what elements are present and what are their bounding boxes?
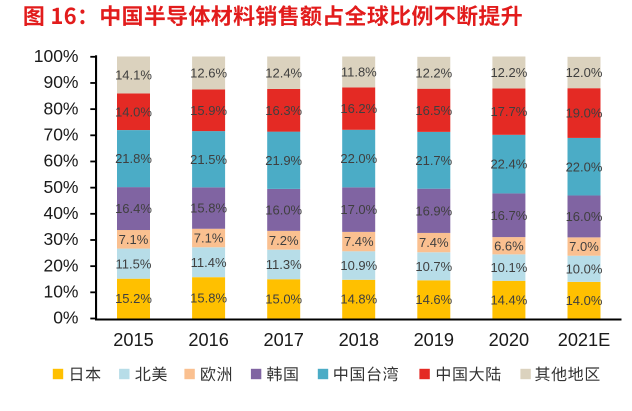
svg-text:10.9%: 10.9% (340, 258, 377, 273)
svg-text:7.4%: 7.4% (344, 234, 374, 249)
svg-text:2015: 2015 (113, 330, 153, 350)
svg-text:0%: 0% (53, 308, 78, 328)
svg-text:15.8%: 15.8% (190, 290, 227, 305)
svg-text:2020: 2020 (489, 330, 529, 350)
svg-text:14.8%: 14.8% (340, 292, 377, 307)
svg-text:12.2%: 12.2% (415, 65, 452, 80)
svg-text:11.8%: 11.8% (341, 65, 377, 80)
svg-text:11.4%: 11.4% (191, 255, 227, 270)
svg-text:7.1%: 7.1% (194, 231, 224, 246)
svg-text:14.1%: 14.1% (115, 68, 152, 83)
svg-text:6.6%: 6.6% (494, 238, 524, 253)
svg-text:20%: 20% (43, 255, 78, 275)
svg-text:16.3%: 16.3% (265, 103, 302, 118)
svg-text:17.0%: 17.0% (340, 202, 377, 217)
svg-text:60%: 60% (43, 151, 78, 171)
svg-text:16.5%: 16.5% (415, 103, 452, 118)
svg-text:90%: 90% (43, 72, 78, 92)
svg-text:14.6%: 14.6% (415, 292, 452, 307)
svg-text:16.7%: 16.7% (490, 208, 527, 223)
svg-text:50%: 50% (43, 177, 78, 197)
svg-text:10.0%: 10.0% (566, 261, 603, 276)
svg-text:12.0%: 12.0% (566, 65, 603, 80)
svg-text:15.9%: 15.9% (190, 103, 227, 118)
svg-text:2021E: 2021E (558, 330, 611, 350)
svg-text:21.5%: 21.5% (190, 152, 227, 167)
svg-text:10.7%: 10.7% (415, 259, 452, 274)
svg-text:12.4%: 12.4% (265, 65, 302, 80)
svg-text:12.6%: 12.6% (190, 66, 227, 81)
svg-text:2019: 2019 (414, 330, 454, 350)
svg-text:14.0%: 14.0% (115, 104, 152, 119)
svg-text:14.4%: 14.4% (490, 292, 527, 307)
svg-text:16.4%: 16.4% (115, 201, 152, 216)
svg-text:11.5%: 11.5% (116, 256, 152, 271)
svg-text:17.7%: 17.7% (490, 104, 527, 119)
svg-text:40%: 40% (43, 203, 78, 223)
svg-text:16.2%: 16.2% (340, 101, 377, 116)
svg-text:15.8%: 15.8% (190, 201, 227, 216)
svg-text:2018: 2018 (339, 330, 379, 350)
svg-text:14.0%: 14.0% (566, 293, 603, 308)
svg-text:7.1%: 7.1% (119, 232, 149, 247)
svg-text:11.3%: 11.3% (266, 257, 302, 272)
svg-text:15.2%: 15.2% (115, 291, 152, 306)
svg-text:16.9%: 16.9% (415, 203, 452, 218)
svg-text:12.2%: 12.2% (490, 65, 527, 80)
svg-text:7.4%: 7.4% (419, 235, 449, 250)
svg-text:19.0%: 19.0% (566, 106, 603, 121)
svg-text:15.0%: 15.0% (265, 292, 302, 307)
svg-text:16.0%: 16.0% (566, 209, 603, 224)
svg-text:100%: 100% (34, 46, 79, 66)
svg-text:21.8%: 21.8% (115, 151, 152, 166)
svg-text:70%: 70% (43, 125, 78, 145)
svg-text:21.7%: 21.7% (415, 153, 452, 168)
svg-text:80%: 80% (43, 98, 78, 118)
svg-text:2017: 2017 (263, 330, 303, 350)
svg-text:10.1%: 10.1% (490, 260, 527, 275)
svg-text:22.0%: 22.0% (566, 159, 603, 174)
svg-text:2016: 2016 (188, 330, 228, 350)
svg-text:7.2%: 7.2% (269, 233, 299, 248)
svg-text:10%: 10% (43, 282, 78, 302)
svg-text:22.0%: 22.0% (340, 151, 377, 166)
svg-text:22.4%: 22.4% (490, 157, 527, 172)
svg-text:30%: 30% (43, 229, 78, 249)
svg-text:21.9%: 21.9% (265, 153, 302, 168)
svg-text:16.0%: 16.0% (265, 203, 302, 218)
svg-text:7.0%: 7.0% (569, 239, 599, 254)
